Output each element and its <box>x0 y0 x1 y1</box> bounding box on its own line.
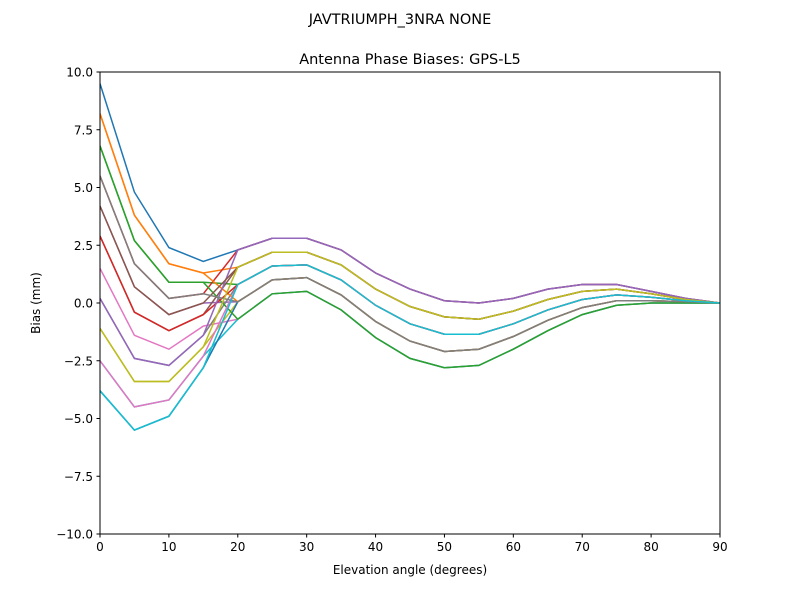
y-tick-label: 0.0 <box>74 297 93 311</box>
series-line-9 <box>100 276 720 383</box>
x-tick-label: 30 <box>299 540 314 554</box>
series-line-15 <box>100 237 720 367</box>
x-ticks: 0 10 20 30 40 50 60 70 80 90 <box>96 534 728 554</box>
y-tick-label: 10.0 <box>66 66 93 80</box>
series-line-5 <box>100 205 720 353</box>
series-line-19 <box>100 251 720 383</box>
series-line-7 <box>100 268 720 369</box>
y-ticks: −10.0 −7.5 −5.0 −2.5 0.0 2.5 5.0 7.5 10.0 <box>56 66 100 542</box>
x-tick-label: 0 <box>96 540 104 554</box>
series-line-12 <box>100 113 720 353</box>
y-axis-label: Bias (mm) <box>29 272 43 334</box>
x-tick-label: 70 <box>575 540 590 554</box>
series-line-14 <box>100 235 720 335</box>
y-tick-label: −5.0 <box>64 412 93 426</box>
plot-frame <box>99 71 721 535</box>
x-tick-label: 80 <box>643 540 658 554</box>
x-tick-label: 50 <box>437 540 452 554</box>
series-line-18 <box>100 175 720 353</box>
y-tick-label: −10.0 <box>56 528 93 542</box>
x-tick-label: 10 <box>161 540 176 554</box>
series-line-10 <box>100 290 720 408</box>
series-line-4 <box>100 175 720 304</box>
x-tick-label: 90 <box>712 540 727 554</box>
y-tick-label: −2.5 <box>64 354 93 368</box>
series-line-13 <box>100 145 720 369</box>
x-tick-label: 40 <box>368 540 383 554</box>
y-tick-label: 7.5 <box>74 123 93 137</box>
figure-suptitle: JAVTRIUMPH_3NRA NONE <box>308 12 492 28</box>
x-tick-label: 60 <box>506 540 521 554</box>
series-line-6 <box>100 235 720 332</box>
series-group <box>100 83 720 431</box>
x-tick-label: 20 <box>230 540 245 554</box>
series-line-8 <box>100 264 720 367</box>
y-tick-label: 2.5 <box>74 239 93 253</box>
y-tick-label: 5.0 <box>74 181 93 195</box>
chart-title: Antenna Phase Biases: GPS-L5 <box>299 52 521 68</box>
y-tick-label: −7.5 <box>64 470 93 484</box>
series-line-20 <box>100 264 720 431</box>
x-axis-label: Elevation angle (degrees) <box>333 563 487 577</box>
series-line-16 <box>100 205 720 320</box>
